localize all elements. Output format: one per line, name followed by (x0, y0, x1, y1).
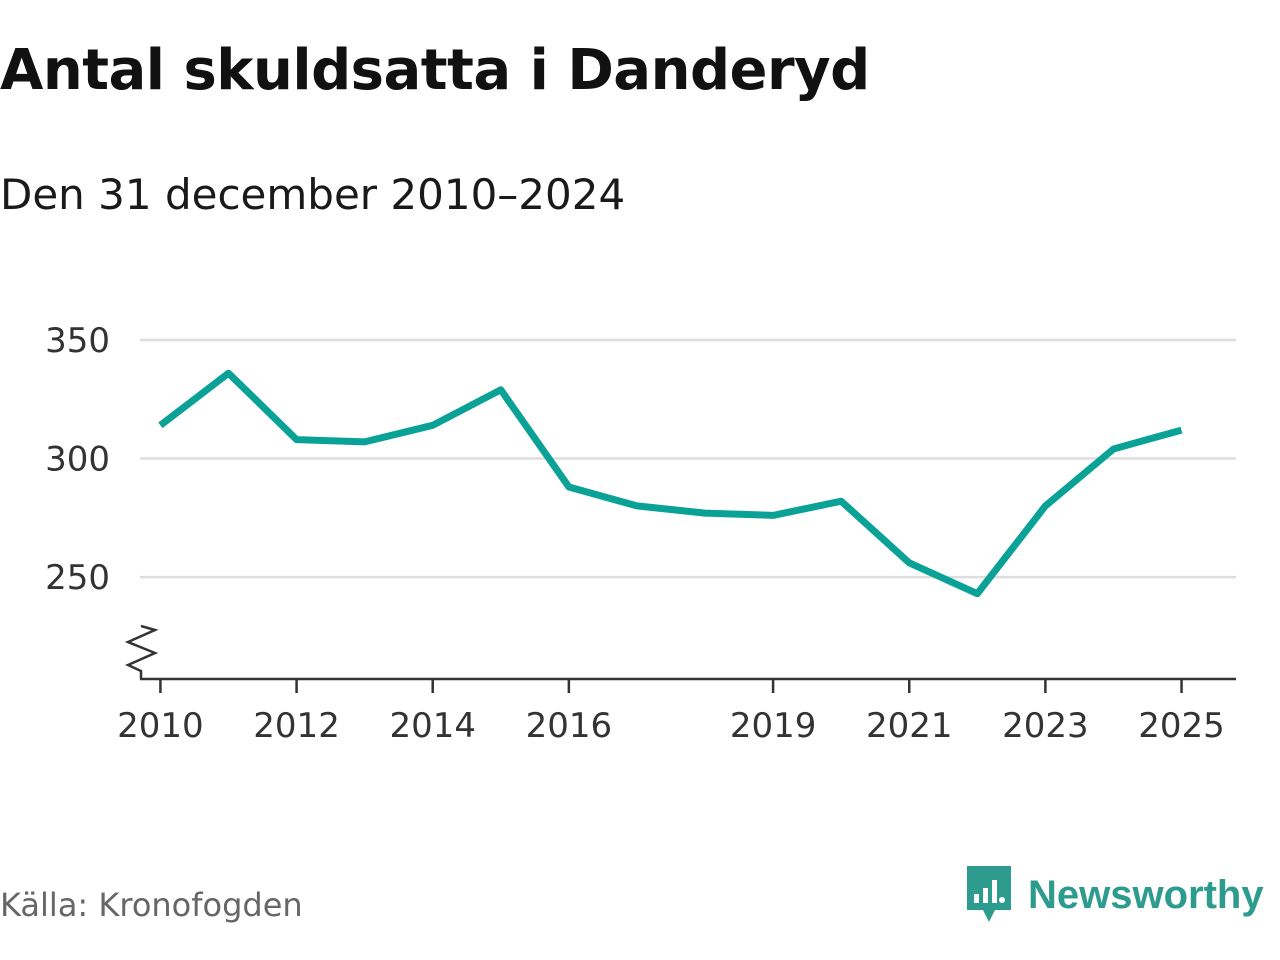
data-point-2022 (974, 590, 981, 597)
data-point-2015 (497, 386, 504, 393)
chart-title: Antal skuldsatta i Danderyd (0, 38, 870, 103)
data-point-2010 (157, 422, 164, 429)
brand-logo: Newsworthy (964, 864, 1264, 926)
x-tick-label-2023: 2023 (1002, 706, 1089, 746)
data-point-2024 (1110, 446, 1117, 453)
newsworthy-logo-icon (967, 866, 1011, 922)
data-point-2014 (429, 422, 436, 429)
data-point-2020 (838, 498, 845, 505)
data-point-2012 (293, 436, 300, 443)
x-tick-label-2012: 2012 (253, 706, 340, 746)
y-axis-break-marker (124, 624, 159, 679)
data-point-2013 (361, 438, 368, 445)
chart-subtitle: Den 31 december 2010–2024 (0, 170, 626, 219)
data-point-2017 (633, 502, 640, 509)
data-point-2016 (565, 483, 572, 490)
data-point-2023 (1042, 502, 1049, 509)
data-point-2025 (1178, 427, 1185, 434)
y-tick-label-250: 250 (45, 558, 110, 598)
data-point-2019 (770, 512, 777, 519)
x-tick-label-2014: 2014 (389, 706, 476, 746)
x-tick-label-2021: 2021 (866, 706, 953, 746)
data-point-2018 (702, 510, 709, 517)
y-tick-label-300: 300 (45, 440, 110, 480)
brand-name: Newsworthy (1028, 872, 1264, 917)
x-tick-label-2019: 2019 (730, 706, 817, 746)
series-line-0 (158, 369, 1183, 598)
source-note: Källa: Kronofogden (0, 886, 303, 924)
data-point-2011 (225, 370, 232, 377)
x-tick-label-2016: 2016 (526, 706, 613, 746)
line-chart: 250 300 350 2010 2012 2014 2016 2019 2021 2023 202… (45, 321, 1236, 746)
x-tick-label-2010: 2010 (117, 706, 204, 746)
y-tick-label-350: 350 (45, 321, 110, 361)
x-tick-label-2025: 2025 (1138, 706, 1225, 746)
data-point-2021 (906, 559, 913, 566)
